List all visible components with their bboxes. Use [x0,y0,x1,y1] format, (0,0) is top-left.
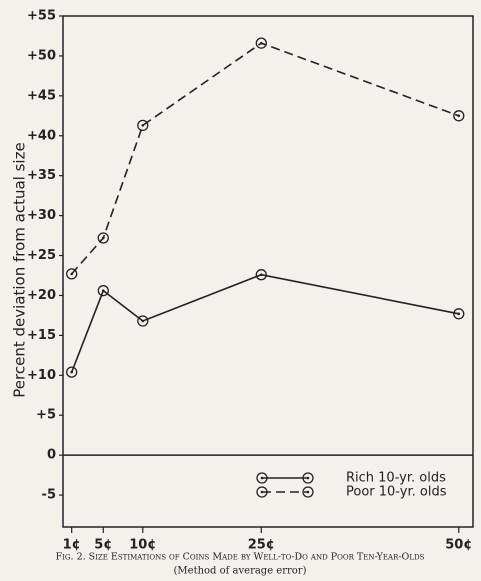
point-marker [453,110,465,122]
point-dot [457,114,461,118]
point-marker [137,119,149,132]
point-marker [66,268,78,280]
point-marker [256,472,268,484]
y-tick-label: +10 [27,368,56,383]
x-tick-label: 25¢ [248,538,275,553]
y-tick-label: +40 [27,128,56,143]
x-tick-label: 1¢ [63,538,81,553]
point-dot [306,476,310,480]
y-tick-label: 0 [47,448,56,463]
y-tick-label: +25 [27,248,56,263]
point-dot [101,289,105,292]
y-tick-label: +50 [27,48,56,63]
point-marker [453,308,465,320]
point-marker [302,486,314,498]
x-tick-label: 10¢ [129,538,156,553]
y-tick-label: +30 [27,208,56,223]
legend-label: Rich 10-yr. olds [346,471,446,486]
point-marker [97,285,109,297]
point-marker [97,232,109,244]
point-marker [255,37,267,49]
y-tick-label: +35 [27,168,56,183]
plot-frame [62,15,474,528]
y-tick-label: -5 [42,488,56,503]
point-marker [256,486,268,498]
point-dot [306,490,310,494]
point-dot [260,490,264,494]
point-dot [101,236,105,240]
x-tick-label: 5¢ [94,538,112,553]
caption: Fig. 2. Size Estimations of Coins Made b… [56,552,425,563]
legend-label: Poor 10-yr. olds [346,485,447,500]
x-tick-label: 50¢ [445,538,472,553]
point-dot [70,272,73,276]
point-marker [302,472,314,484]
point-marker [66,366,78,378]
point-dot [141,124,145,127]
point-dot [259,273,263,276]
point-dot [457,312,461,316]
point-dot [70,370,73,374]
series-line [71,42,460,275]
subcaption: (Method of average error) [174,566,307,577]
series-line [70,273,459,373]
point-marker [255,269,267,281]
y-tick-label: +55 [27,9,56,24]
point-marker [137,315,149,327]
point-dot [260,476,264,480]
y-tick-label: +5 [36,408,56,423]
y-tick-label: +45 [27,88,56,103]
y-axis-title: Percent deviation from actual size [11,142,29,397]
point-dot [141,319,145,323]
point-dot [259,41,263,45]
y-tick-label: +15 [27,328,56,343]
y-tick-label: +20 [27,288,56,303]
